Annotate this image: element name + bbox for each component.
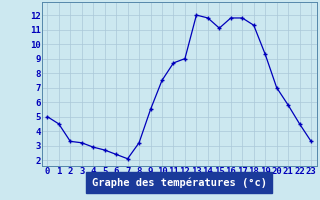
X-axis label: Graphe des températures (°c): Graphe des températures (°c) [92, 177, 267, 188]
